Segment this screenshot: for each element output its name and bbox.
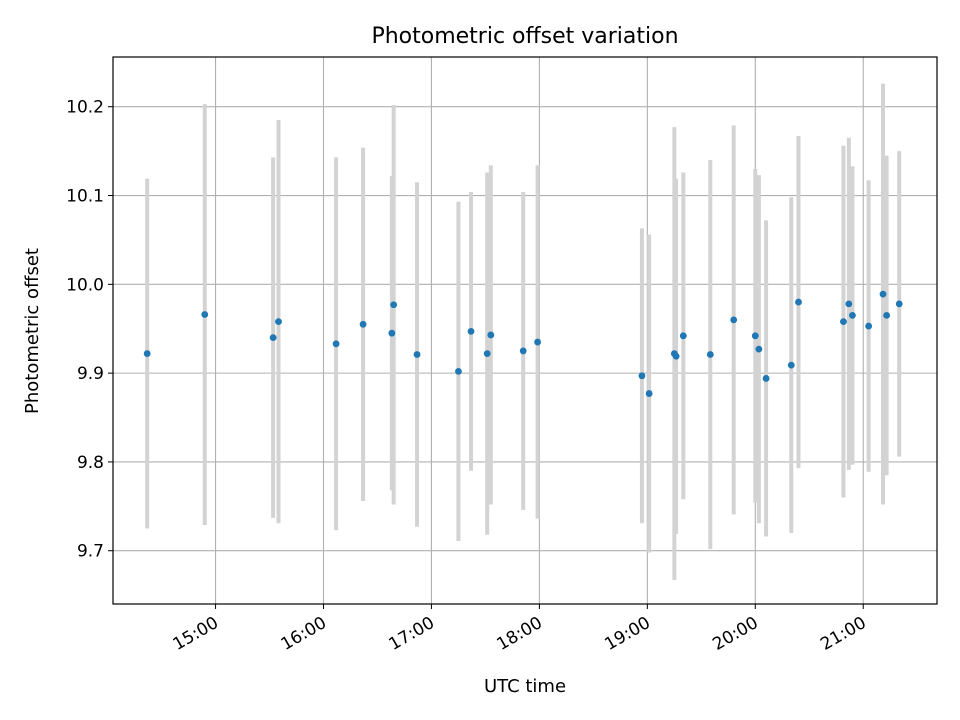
y-tick-label: 9.7 [77,542,104,562]
data-point [762,375,770,382]
data-point [865,322,873,330]
data-point [483,350,491,357]
data-point [672,352,680,360]
data-point [679,332,687,340]
y-tick-label: 10.0 [66,275,104,295]
data-point [332,340,340,348]
data-point [638,372,646,380]
data-point [534,338,541,346]
data-point [845,300,853,308]
data-point [755,345,763,353]
data-point [269,334,277,342]
data-point [467,327,475,335]
data-point [388,329,396,337]
data-point [359,320,367,328]
y-tick-label: 10.1 [66,187,104,207]
data-point [795,298,802,306]
plot-frame [112,56,938,605]
data-point [645,390,653,397]
chart-title: Photometric offset variation [371,24,678,49]
y-tick-label: 10.2 [66,98,104,118]
data-point [390,301,398,309]
data-point [849,312,856,319]
data-point [706,351,714,358]
y-tick-label: 9.8 [77,453,104,473]
x-axis-label: UTC time [484,676,566,697]
data-point [840,318,847,326]
data-point [883,312,891,319]
data-point [895,300,903,308]
data-point [519,347,527,355]
data-point [487,331,495,339]
data-point [787,361,795,369]
y-axis-ticks: 9.7 9.8 9.9 10.0 10.1 10.2 [66,98,113,562]
data-point [879,290,887,298]
data-point [413,351,421,358]
data-point [201,311,209,318]
data-points [143,290,903,397]
data-point [730,316,738,324]
y-tick-label: 9.9 [77,364,104,384]
y-axis-label: Photometric offset [22,248,43,414]
data-point [275,318,282,326]
data-point [455,367,462,375]
data-point [751,332,759,340]
data-point [143,350,151,357]
